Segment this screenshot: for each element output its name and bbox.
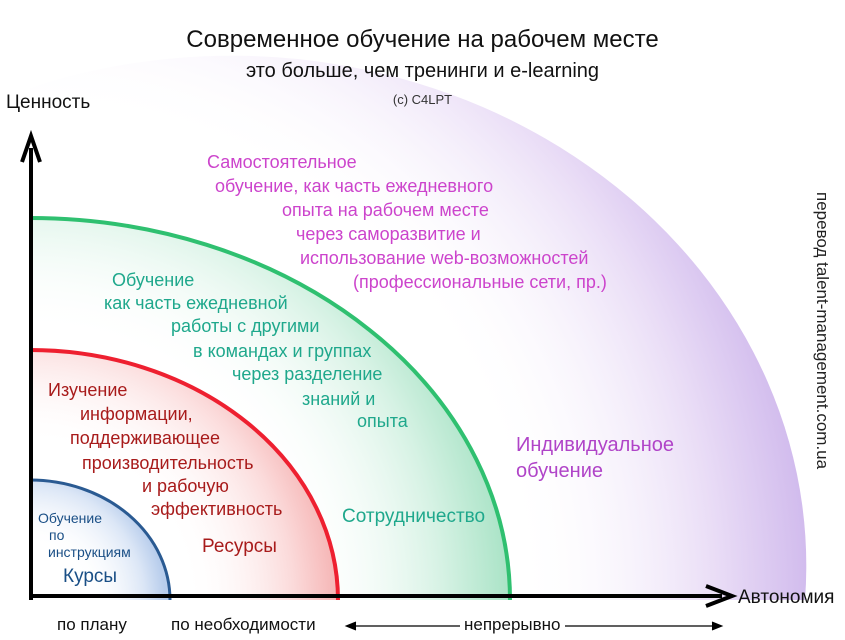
collab-line-1: Обучение <box>112 270 195 290</box>
on-demand-label: по необходимости <box>171 615 316 634</box>
self-learning-line-2: обучение, как часть ежедневного <box>215 176 494 196</box>
continuum-arrow-left <box>344 621 357 631</box>
collab-line-5: через разделение <box>232 364 383 384</box>
zone-courses <box>30 480 170 600</box>
self-learning-line-1: Самостоятельное <box>207 152 357 172</box>
collaboration-label: Сотрудничество <box>342 506 486 527</box>
diagram-title: Современное обучение на рабочем месте <box>186 26 659 53</box>
collab-line-3: работы с другими <box>171 316 320 336</box>
resources-label: Ресурсы <box>202 536 277 557</box>
resources-line-4: производительность <box>82 453 254 473</box>
diagram-subtitle: это больше, чем тренинги и e-learning <box>245 60 600 82</box>
resources-line-6: эффективность <box>151 499 283 519</box>
collab-line-6: знаний и <box>302 389 376 409</box>
courses-line-1: Обучение <box>38 510 103 526</box>
self-learning-line-3: опыта на рабочем месте <box>282 200 489 220</box>
resources-line-3: поддерживающее <box>70 428 220 448</box>
y-axis-label: Ценность <box>6 92 91 113</box>
arc-collaboration <box>29 216 512 601</box>
resources-line-5: и рабочую <box>142 476 229 496</box>
individual-learning-label: Индивидуальное обучение <box>516 432 674 484</box>
courses-line-2: по <box>49 527 65 543</box>
arc-courses <box>29 478 172 601</box>
arc-resources <box>29 348 340 601</box>
individual-learning-label-line-2: обучение <box>516 460 604 482</box>
individual-learning-label-line-1: Индивидуальное <box>516 434 675 456</box>
planned-label: по плану <box>57 615 127 634</box>
collab-line-7: опыта <box>357 411 408 431</box>
continuous-label: непрерывно <box>460 615 565 635</box>
y-axis-arrow <box>20 129 42 163</box>
self-learning-line-6: (профессиональные сети, пр.) <box>353 272 607 292</box>
x-axis-label: Автономия <box>738 587 835 608</box>
resources-line-2: информации, <box>80 404 193 424</box>
resources-line-1: Изучение <box>48 380 128 400</box>
x-axis-arrow <box>705 584 738 608</box>
self-learning-line-4: через саморазвитие и <box>296 224 481 244</box>
continuum-arrow-right <box>711 621 724 631</box>
self-learning-line-5: использование web-возможностей <box>300 248 589 268</box>
collab-line-2: как часть ежедневной <box>104 293 288 313</box>
collab-line-4: в командах и группах <box>193 341 372 361</box>
courses-line-3: инструкциям <box>48 544 131 560</box>
courses-label: Курсы <box>63 566 118 587</box>
translation-credit: перевод talent-management.com.ua <box>813 192 832 470</box>
copyright-note: (c) C4LPT <box>392 92 453 107</box>
